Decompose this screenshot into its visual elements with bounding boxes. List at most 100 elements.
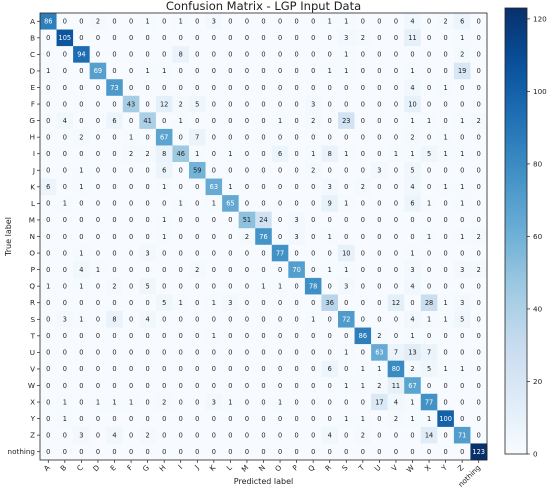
cell-value-label: 0 (179, 382, 183, 390)
x-tick-label: J (192, 463, 201, 472)
heatmap-cell (470, 244, 488, 262)
cell-value-label: 1 (112, 398, 116, 406)
cell-value-label: 0 (394, 34, 398, 42)
heatmap-cell (189, 327, 206, 345)
heatmap-cell (40, 344, 57, 361)
heatmap-cell (371, 261, 388, 279)
cell-value-label: 0 (112, 167, 116, 175)
heatmap-cell (354, 62, 372, 80)
heatmap-cell (404, 443, 422, 461)
y-tick-label: L (31, 199, 35, 208)
cell-value-label: 0 (427, 249, 431, 257)
heatmap-cell (106, 228, 124, 246)
heatmap-cell (139, 294, 157, 312)
heatmap-cell (255, 211, 273, 229)
heatmap-cell (139, 410, 157, 428)
heatmap-cell (56, 228, 74, 246)
cell-value-label: 0 (96, 216, 100, 224)
y-tick-label: nothing (8, 447, 35, 456)
cell-value-label: 0 (112, 150, 116, 158)
cell-value-label: 0 (261, 150, 265, 158)
heatmap-cell (122, 79, 140, 97)
cell-value-label: 0 (394, 18, 398, 26)
heatmap-cell (387, 228, 405, 246)
cell-value-label: 1 (212, 299, 216, 307)
heatmap-cell (106, 410, 124, 428)
colorbar-tick-label: 20 (533, 377, 543, 386)
heatmap-cell (387, 145, 405, 163)
cell-value-label: 0 (112, 67, 116, 75)
heatmap-cell (40, 443, 57, 461)
cell-value-label: 0 (228, 117, 232, 125)
cell-value-label: 0 (46, 299, 50, 307)
heatmap-cell (139, 128, 157, 146)
cell-value-label: 1 (444, 183, 448, 191)
heatmap-cell (437, 443, 455, 461)
heatmap-cell (73, 195, 90, 212)
cell-value-label: 0 (295, 332, 299, 340)
heatmap-cell (122, 211, 140, 229)
cell-value-label: 0 (394, 100, 398, 108)
cell-value-label: 1 (427, 316, 431, 324)
x-tick-label: N (257, 463, 267, 473)
cell-value-label: 0 (477, 67, 481, 75)
cell-value-label: 0 (96, 233, 100, 241)
cell-value-label: 1 (46, 67, 50, 75)
cell-value-label: 0 (477, 349, 481, 357)
heatmap-cell (338, 393, 355, 411)
cell-value-label: 0 (427, 34, 431, 42)
heatmap-cell (404, 410, 422, 428)
heatmap-cell (155, 228, 173, 246)
cell-value-label: 0 (195, 431, 199, 439)
cell-value-label: 1 (361, 415, 365, 423)
heatmap-cell (304, 311, 322, 328)
heatmap-cell (387, 377, 405, 395)
heatmap-cell (453, 128, 471, 146)
cell-value-label: 0 (444, 100, 448, 108)
heatmap-cell (453, 344, 471, 361)
heatmap-cell (420, 211, 438, 229)
heatmap-cell (238, 426, 256, 444)
heatmap-cell (387, 294, 405, 312)
cell-value-label: 2 (410, 365, 414, 373)
heatmap-cell (387, 327, 405, 345)
cell-value-label: 24 (259, 216, 267, 224)
heatmap-cell (321, 244, 339, 262)
colorbar-tick-label: 60 (533, 232, 543, 241)
cell-value-label: 2 (311, 167, 315, 175)
cell-value-label: 1 (162, 67, 166, 75)
heatmap-cell (271, 311, 289, 328)
heatmap-cell (453, 410, 471, 428)
heatmap-cell (155, 13, 173, 30)
heatmap-cell (89, 410, 107, 428)
heatmap-cell (122, 393, 140, 411)
heatmap-cell (338, 79, 355, 97)
cell-value-label: 0 (377, 150, 381, 158)
cell-value-label: 0 (295, 133, 299, 141)
cell-value-label: 0 (295, 431, 299, 439)
cell-value-label: 0 (460, 448, 464, 456)
cell-value-label: 0 (195, 349, 199, 357)
heatmap-cell (304, 211, 322, 229)
cell-value-label: 0 (278, 233, 282, 241)
heatmap-cell (106, 211, 124, 229)
heatmap-cell (404, 13, 422, 30)
cell-value-label: 0 (427, 382, 431, 390)
cell-value-label: 0 (195, 415, 199, 423)
cell-value-label: 0 (179, 183, 183, 191)
cell-value-label: 0 (195, 448, 199, 456)
x-tick-label: L (225, 463, 234, 472)
cell-value-label: 0 (311, 332, 315, 340)
heatmap-cell (255, 62, 273, 80)
heatmap-cell (205, 228, 223, 246)
cell-value-label: 2 (96, 18, 100, 26)
heatmap-cell (172, 112, 190, 130)
heatmap-cell (288, 244, 306, 262)
cell-value-label: 0 (162, 249, 166, 257)
heatmap-cell (172, 360, 190, 378)
heatmap-cell (371, 62, 388, 80)
cell-value-label: 3 (410, 266, 414, 274)
heatmap-cell (222, 228, 239, 246)
cell-value-label: 0 (295, 349, 299, 357)
heatmap-cell (304, 228, 322, 246)
